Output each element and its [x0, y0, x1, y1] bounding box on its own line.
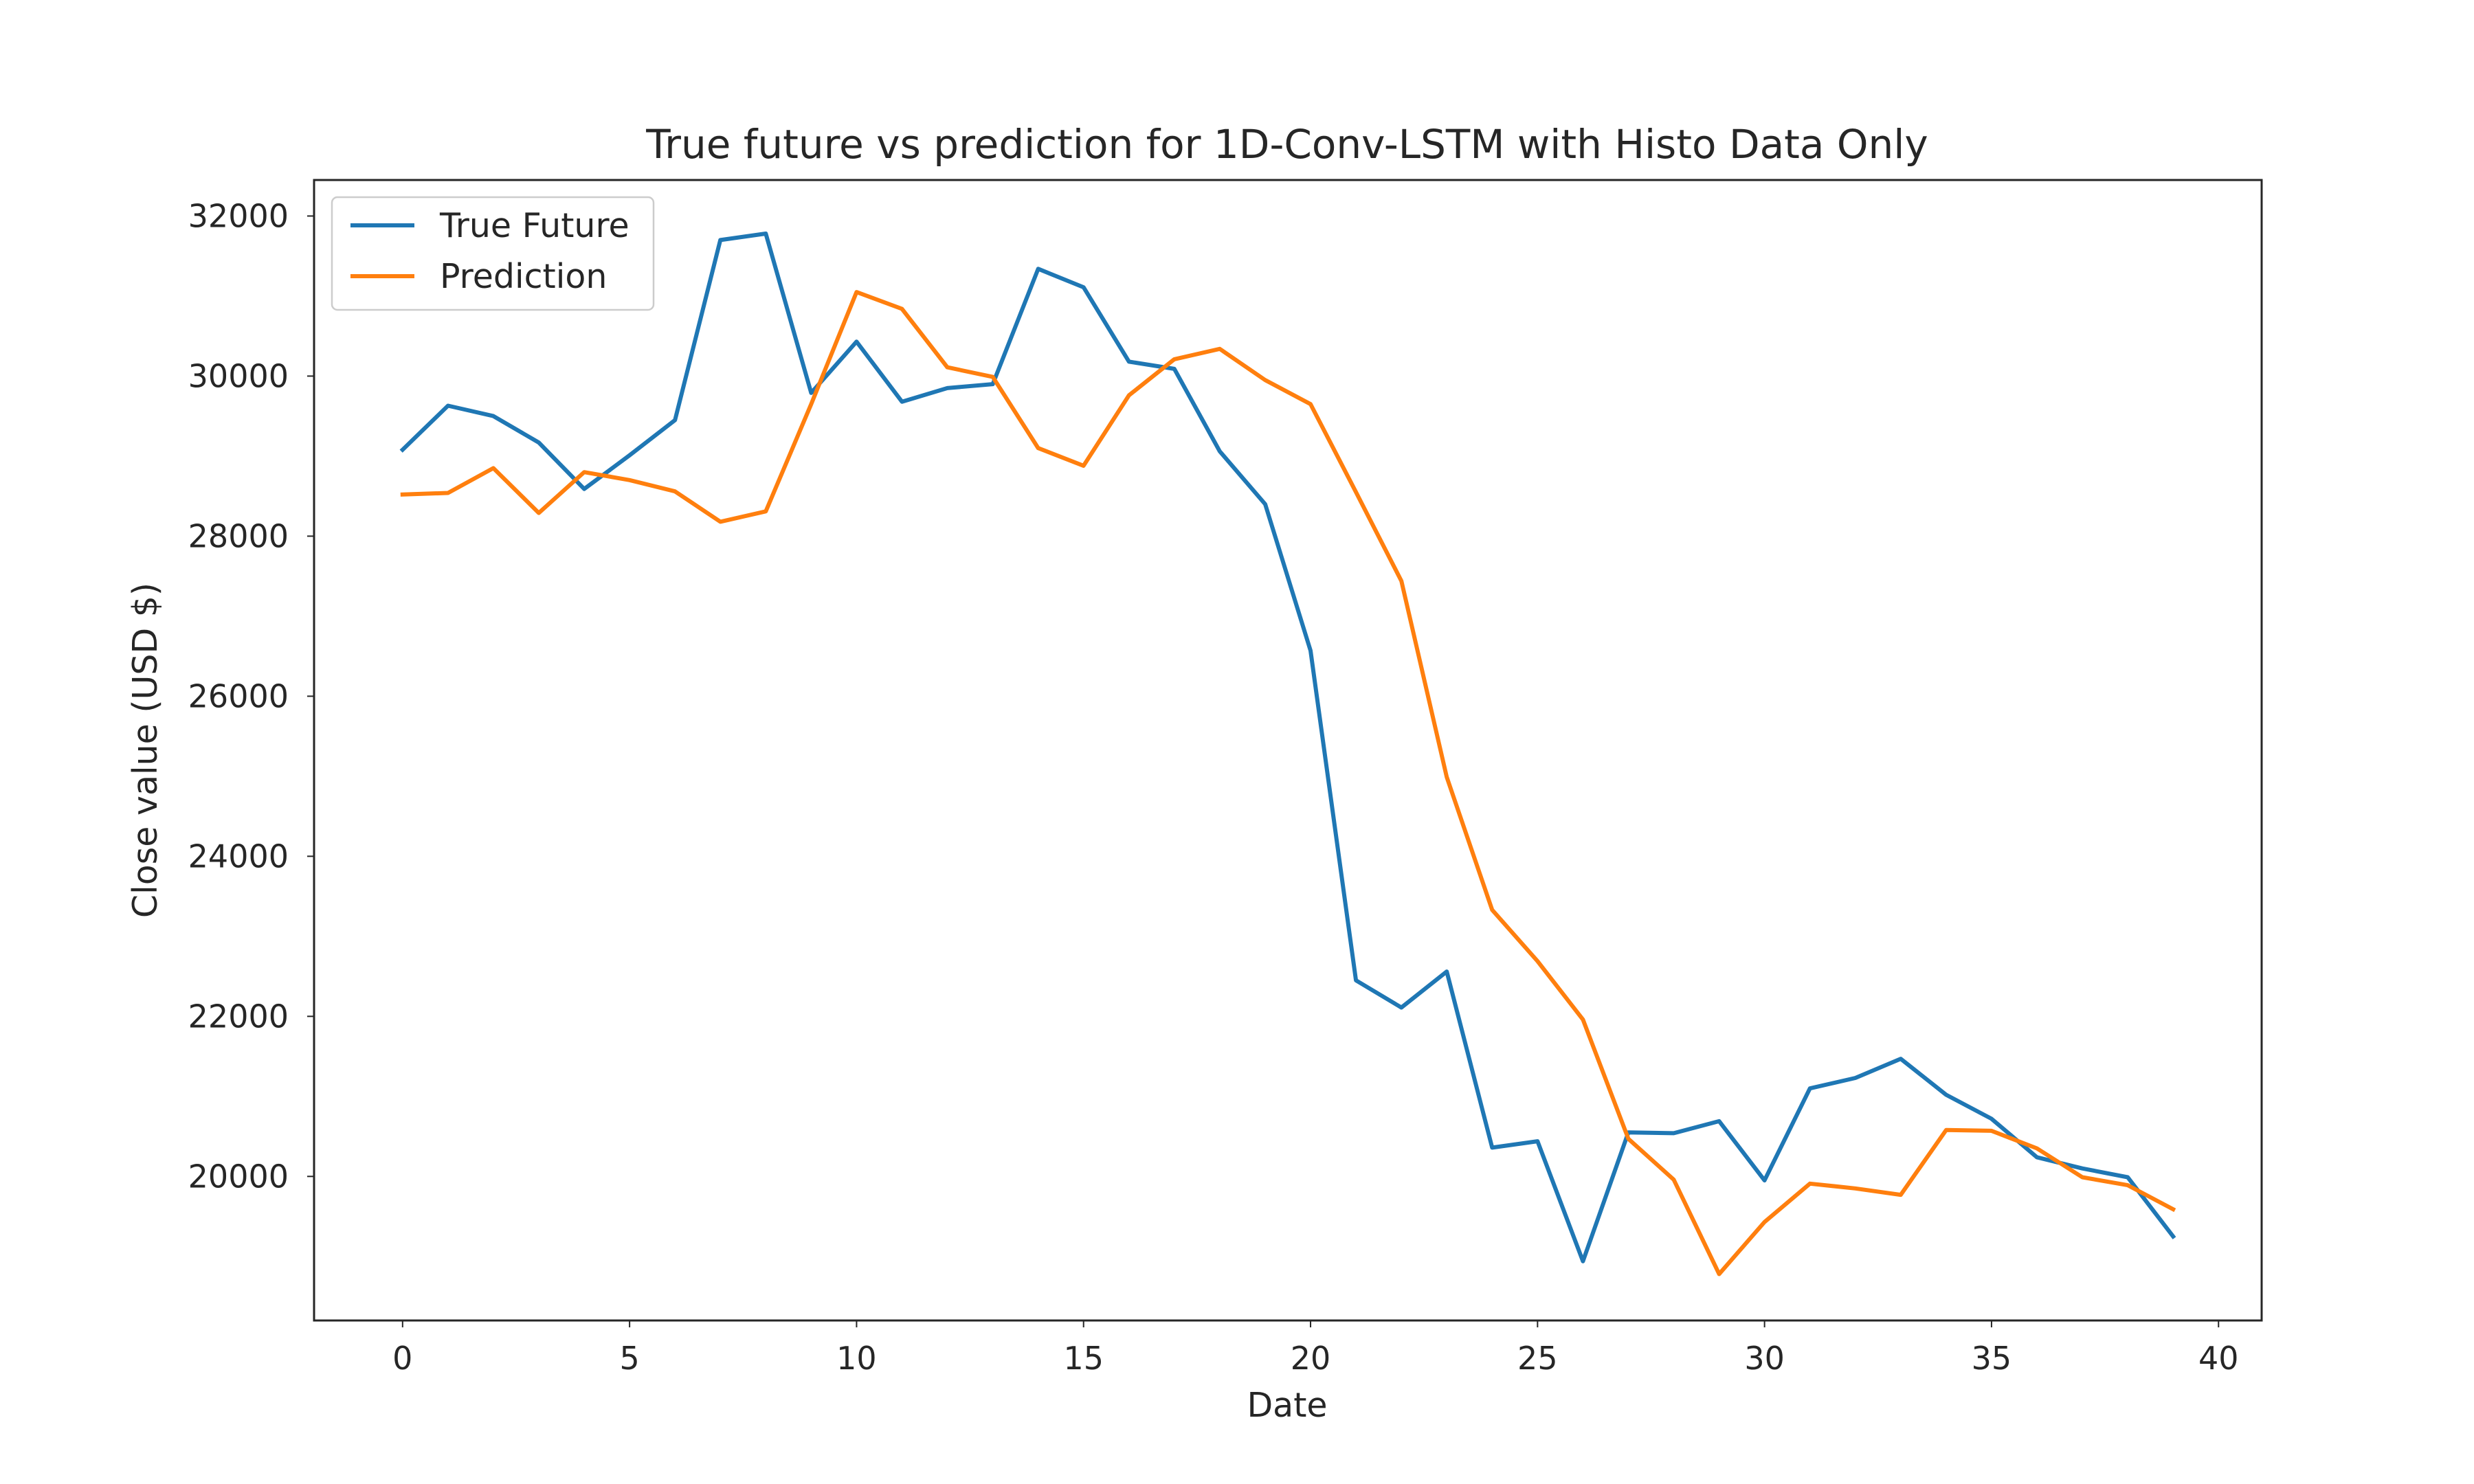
x-axis-label: Date — [1247, 1386, 1327, 1425]
y-axis-label: Close value (USD $) — [126, 583, 165, 918]
y-axis-ticks: 20000 22000 24000 26000 28000 30000 32000 — [188, 197, 314, 1195]
x-tick-label: 40 — [2198, 1340, 2239, 1377]
x-tick-label: 35 — [1972, 1340, 2012, 1377]
legend-label-true-future: True Future — [439, 206, 629, 245]
x-axis-ticks: 0 5 10 15 20 25 30 35 40 — [392, 1320, 2239, 1377]
series-line-prediction — [400, 290, 2176, 1277]
x-tick-label: 5 — [619, 1340, 639, 1377]
legend-label-prediction: Prediction — [440, 257, 607, 296]
y-tick-label: 28000 — [188, 517, 289, 554]
chart-title: True future vs prediction for 1D-Conv-LS… — [645, 121, 1928, 168]
series-layer — [399, 232, 2176, 1277]
y-tick-label: 22000 — [188, 998, 289, 1035]
x-tick-label: 0 — [392, 1340, 412, 1377]
y-tick-label: 24000 — [188, 837, 289, 875]
x-tick-label: 10 — [836, 1340, 877, 1377]
y-tick-label: 30000 — [188, 357, 289, 394]
plot-frame — [313, 179, 2263, 1322]
y-tick-label: 20000 — [188, 1158, 289, 1195]
x-tick-label: 30 — [1744, 1340, 1785, 1377]
x-tick-label: 20 — [1291, 1340, 1331, 1377]
y-tick-label: 32000 — [188, 197, 289, 234]
x-tick-label: 25 — [1517, 1340, 1558, 1377]
legend: True Future Prediction — [331, 196, 655, 311]
series-line-true-future — [399, 232, 2176, 1263]
y-tick-label: 26000 — [188, 677, 289, 715]
x-tick-label: 15 — [1063, 1340, 1104, 1377]
